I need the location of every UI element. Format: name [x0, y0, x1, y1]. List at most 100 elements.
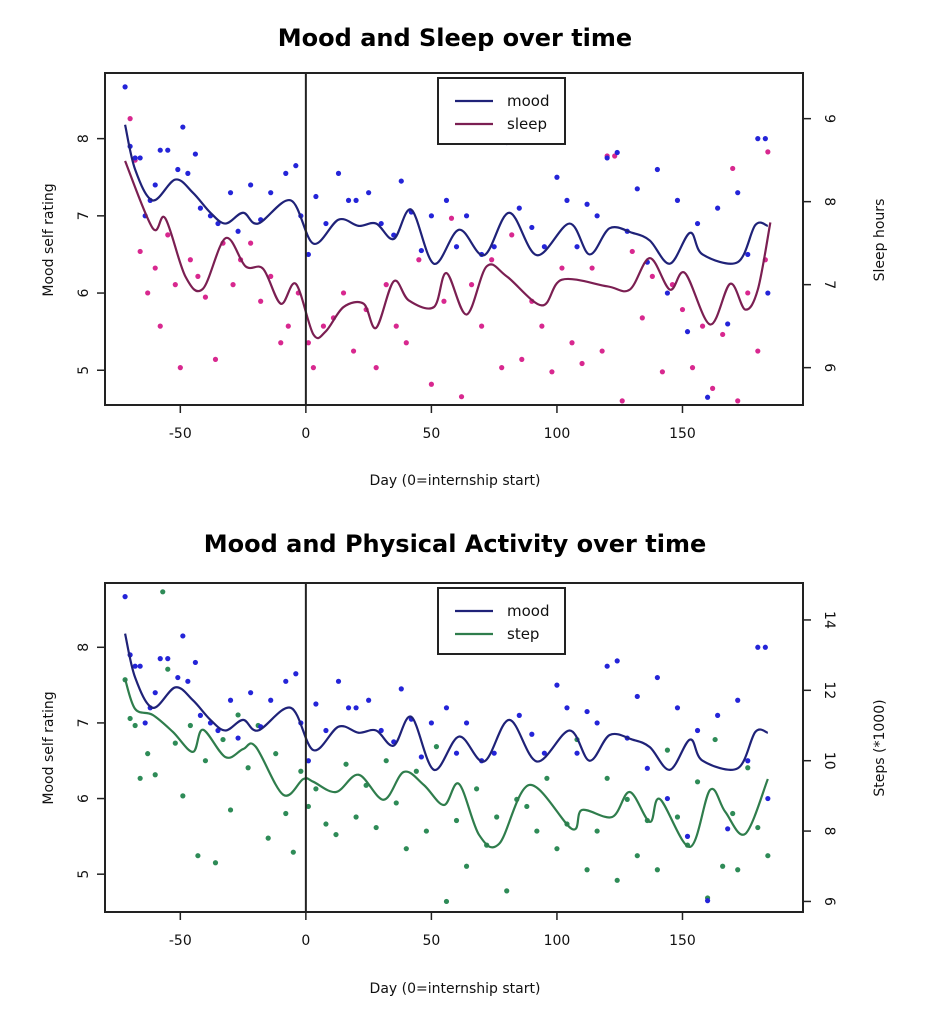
mood-point [137, 663, 143, 669]
mood-point [755, 136, 761, 142]
sleep-point [589, 265, 595, 271]
mood-point [248, 690, 254, 696]
mood-point [175, 674, 181, 681]
mood-point [152, 690, 158, 696]
x-tick-label: 50 [422, 426, 440, 442]
mood-point [235, 228, 241, 234]
step-point [712, 736, 718, 743]
step-point [127, 715, 133, 722]
step-point [383, 758, 389, 764]
sleep-point [212, 356, 219, 362]
plot-frame [104, 72, 804, 406]
mood-point [463, 720, 470, 726]
mood-smooth-line [124, 124, 769, 265]
chart-title: Mood and Sleep over time [278, 24, 632, 52]
sleep-point [145, 290, 151, 296]
sleep-point [393, 323, 399, 329]
sleep-point [479, 323, 485, 329]
step-point [235, 712, 241, 718]
step-point [614, 877, 620, 883]
sleep-point [373, 365, 379, 371]
y2-axis-label: Steps (*1000) [872, 699, 888, 796]
step-point [202, 758, 209, 764]
mood-point [541, 244, 547, 250]
mood-point [491, 750, 497, 756]
mood-point [323, 220, 329, 227]
step-point [165, 666, 171, 672]
mood-point [694, 220, 701, 227]
sleep-point [278, 340, 284, 346]
mood-point [634, 693, 640, 700]
mood-point [335, 170, 342, 176]
mood-point [584, 201, 590, 207]
mood-point [283, 678, 289, 684]
mood-point [175, 166, 181, 173]
mood-point [366, 190, 372, 196]
step-point [755, 824, 761, 831]
step-point [604, 775, 610, 781]
legend: mood step [437, 587, 566, 655]
step-point [554, 846, 560, 852]
step-point [323, 821, 329, 827]
sleep-point [137, 248, 143, 255]
x-axis-label: Day (0=internship start) [370, 981, 541, 997]
mood-point [345, 197, 352, 203]
mood-point [227, 190, 234, 196]
mood-point [604, 663, 610, 669]
mood-point [192, 659, 198, 666]
step-point [212, 860, 219, 866]
step-point [453, 817, 460, 824]
y-tick-label: 7 [76, 211, 92, 220]
mood-point [192, 151, 198, 157]
step-point [265, 835, 271, 841]
sleep-point [458, 394, 465, 400]
chart-mood-activity: Mood and Physical Activity over time Day… [41, 530, 888, 997]
y2-tick-label: 8 [821, 197, 837, 206]
mood-point [715, 712, 721, 718]
mood-point [293, 163, 299, 169]
step-point [473, 786, 480, 792]
x-tick-label: -50 [169, 933, 192, 949]
sleep-point [639, 315, 645, 321]
sleep-point [629, 248, 635, 255]
mood-point [268, 190, 274, 196]
step-point [145, 751, 151, 757]
mood-point [594, 720, 600, 726]
step-point [720, 863, 726, 869]
mood-point [725, 321, 731, 327]
y2-tick-label: 6 [821, 363, 837, 372]
y-tick-label: 8 [76, 643, 92, 652]
mood-point [554, 174, 560, 180]
step-point [283, 810, 289, 817]
mood-point [554, 682, 560, 688]
step-point [765, 853, 771, 859]
mood-point [664, 290, 671, 296]
mood-point [762, 644, 768, 650]
mood-point [197, 712, 204, 718]
legend-label-mood: mood [507, 602, 550, 620]
y2-tick-label: 8 [821, 827, 837, 836]
step-point [664, 747, 671, 753]
step-point [220, 736, 226, 743]
step-point [353, 814, 359, 820]
step-smooth-line [124, 678, 769, 849]
step-point [290, 849, 296, 855]
sleep-point [499, 365, 505, 371]
y2-tick-label: 7 [821, 280, 837, 289]
sleep-point [549, 369, 555, 375]
step-point [180, 793, 186, 799]
legend-label-mood: mood [507, 92, 550, 110]
mood-point [574, 750, 580, 756]
sleep-point [268, 273, 274, 279]
sleep-point [689, 365, 696, 371]
mood-point [157, 656, 163, 662]
step-point [343, 761, 349, 767]
mood-point [152, 182, 158, 188]
mood-point [180, 124, 186, 130]
mood-point [142, 720, 148, 726]
mood-point [443, 705, 450, 711]
mood-point [704, 898, 711, 904]
sleep-point [202, 294, 209, 300]
sleep-point [127, 116, 133, 122]
